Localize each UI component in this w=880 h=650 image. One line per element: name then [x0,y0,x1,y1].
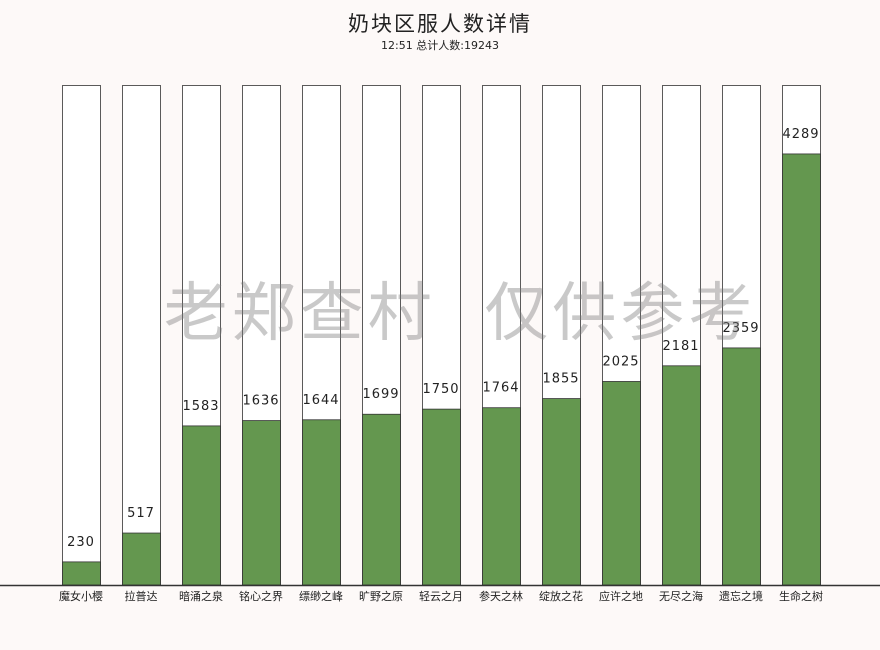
bar [62,561,101,586]
x-tick-label: 无尽之海 [659,589,703,603]
bar [422,408,461,586]
x-tick-label: 旷野之原 [359,589,403,603]
chart-title: 奶块区服人数详情 [348,12,532,36]
bar [182,425,221,586]
bar-value-label: 2359 [722,321,759,336]
bar-value-label: 2025 [602,354,639,369]
bar [122,532,161,586]
x-tick-label: 参天之林 [479,589,523,603]
bar [782,153,821,586]
bar-value-label: 517 [127,506,155,521]
x-tick-label: 暗涌之泉 [179,589,223,603]
bar-background [62,85,101,586]
bar [302,419,341,586]
bar-value-label: 1583 [182,399,219,414]
x-tick-label: 绽放之花 [539,589,583,603]
x-tick-label: 拉普达 [125,589,158,603]
x-tick-label: 遗忘之境 [719,589,763,603]
x-tick-label: 应许之地 [599,589,643,603]
bar [722,347,761,586]
bar-value-label: 2181 [662,339,699,354]
bar [482,407,521,586]
bar-value-label: 4289 [782,127,819,142]
bar-value-label: 230 [67,535,95,550]
bar-value-label: 1644 [302,393,339,408]
bar [542,398,581,586]
bar-background [122,85,161,586]
bar [242,420,281,586]
x-tick-label: 轻云之月 [419,589,463,603]
bar [662,365,701,586]
bar-value-label: 1855 [542,372,579,387]
bar [362,413,401,586]
bar-value-label: 1764 [482,381,519,396]
chart-subtitle: 12:51 总计人数:19243 [381,39,499,52]
bar-value-label: 1636 [242,394,279,409]
x-tick-label: 铭心之界 [239,589,283,603]
bar-value-label: 1750 [422,382,459,397]
x-tick-label: 生命之树 [779,589,823,603]
x-tick-label: 缥缈之峰 [299,589,343,603]
x-tick-label: 魔女小樱 [59,589,103,603]
bar-value-label: 1699 [362,387,399,402]
bar [602,381,641,586]
